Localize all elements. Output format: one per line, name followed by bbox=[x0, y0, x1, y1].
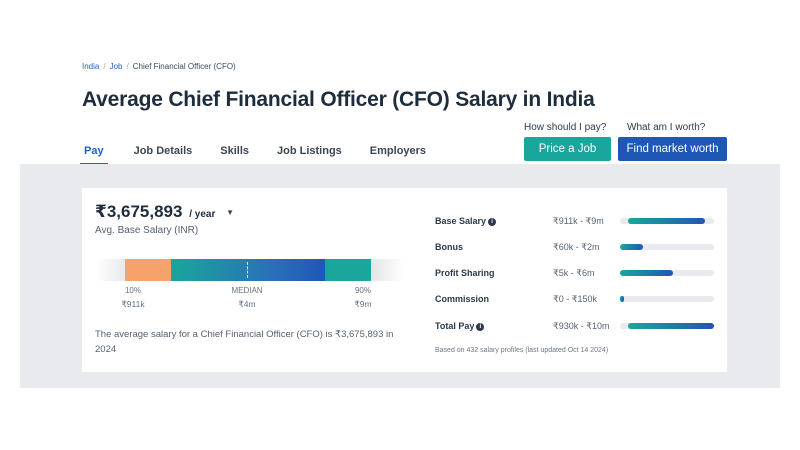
range-high-segment bbox=[325, 259, 371, 281]
salary-period[interactable]: / year bbox=[189, 209, 216, 220]
tab-employers[interactable]: Employers bbox=[369, 145, 427, 157]
row-profit-sharing-label: Profit Sharing bbox=[435, 268, 495, 278]
row-commission-fill bbox=[620, 296, 624, 302]
range-low-segment bbox=[125, 259, 171, 281]
row-profit-sharing-track bbox=[620, 270, 714, 276]
breadcrumb-india[interactable]: India bbox=[82, 62, 100, 71]
total-pay-label-text: Total Pay bbox=[435, 321, 475, 331]
salary-value: ₹3,675,893 / year ▼ bbox=[95, 202, 234, 222]
percentile-median-value: ₹4m bbox=[238, 299, 256, 309]
price-a-job-button[interactable]: Price a Job bbox=[524, 137, 611, 161]
data-footnote: Based on 432 salary profiles (last updat… bbox=[435, 347, 609, 354]
row-profit-sharing-fill bbox=[620, 270, 673, 276]
row-bonus-range: ₹60k - ₹2m bbox=[553, 242, 600, 252]
salary-caption: Avg. Base Salary (INR) bbox=[95, 225, 199, 236]
tab-skills[interactable]: Skills bbox=[220, 145, 250, 157]
percentile-10-value: ₹911k bbox=[121, 299, 145, 309]
caret-down-icon[interactable]: ▼ bbox=[226, 208, 234, 217]
row-commission-label: Commission bbox=[435, 294, 490, 304]
row-total-pay-range: ₹930k - ₹10m bbox=[553, 321, 610, 331]
row-base-salary-track bbox=[620, 218, 714, 224]
row-bonus-track bbox=[620, 244, 714, 250]
row-commission-track bbox=[620, 296, 714, 302]
median-marker bbox=[247, 262, 248, 278]
percentile-90-value: ₹9m bbox=[354, 299, 372, 309]
row-profit-sharing-range: ₹5k - ₹6m bbox=[553, 268, 595, 278]
range-middle-segment bbox=[171, 259, 325, 281]
row-bonus-fill bbox=[620, 244, 643, 250]
find-market-worth-button[interactable]: Find market worth bbox=[618, 137, 727, 161]
tab-bar: Pay Job Details Skills Job Listings Empl… bbox=[80, 142, 452, 166]
salary-amount: ₹3,675,893 bbox=[95, 202, 183, 221]
salary-card: ₹3,675,893 / year ▼ Avg. Base Salary (IN… bbox=[82, 188, 727, 372]
percentile-10-label: 10% bbox=[124, 286, 141, 295]
price-question-label: How should I pay? bbox=[524, 122, 607, 133]
row-base-salary-label: Base Salary i bbox=[435, 216, 497, 226]
breadcrumb-job[interactable]: Job bbox=[109, 62, 123, 71]
row-total-pay-track bbox=[620, 323, 714, 329]
breadcrumb-separator: / bbox=[126, 62, 129, 71]
tab-job-listings[interactable]: Job Listings bbox=[277, 145, 342, 157]
salary-description: The average salary for a Chief Financial… bbox=[95, 329, 394, 355]
percentile-median-label: MEDIAN bbox=[231, 286, 263, 295]
page-title: Average Chief Financial Officer (CFO) Sa… bbox=[82, 88, 595, 111]
breadcrumb-current: Chief Financial Officer (CFO) bbox=[132, 62, 236, 71]
row-base-salary-fill bbox=[628, 218, 705, 224]
row-base-salary-range: ₹911k - ₹9m bbox=[553, 216, 604, 226]
tab-pay[interactable]: Pay bbox=[80, 142, 108, 166]
breadcrumb-separator: / bbox=[103, 62, 106, 71]
worth-question-label: What am I worth? bbox=[627, 122, 706, 133]
info-icon[interactable]: i bbox=[476, 323, 485, 331]
row-bonus-label: Bonus bbox=[435, 242, 463, 252]
row-total-pay-fill bbox=[628, 323, 714, 329]
info-icon[interactable]: i bbox=[488, 218, 497, 226]
breadcrumb: India / Job / Chief Financial Officer (C… bbox=[82, 62, 236, 71]
salary-range-bar bbox=[97, 259, 403, 281]
percentile-90-label: 90% bbox=[354, 286, 371, 295]
tab-job-details[interactable]: Job Details bbox=[133, 145, 193, 157]
row-commission-range: ₹0 - ₹150k bbox=[553, 294, 597, 304]
base-salary-label-text: Base Salary bbox=[435, 216, 487, 226]
row-total-pay-label: Total Pay i bbox=[435, 321, 485, 331]
